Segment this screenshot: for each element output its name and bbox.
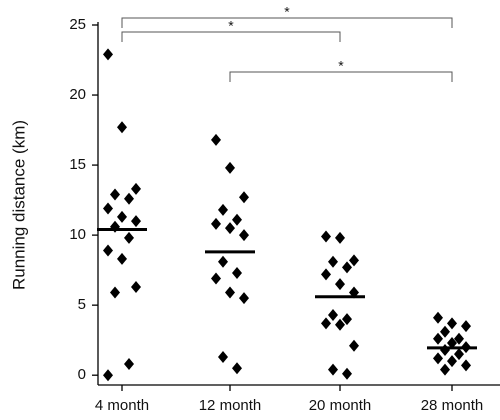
data-point — [239, 229, 249, 242]
data-point — [211, 217, 221, 230]
data-point — [328, 255, 338, 268]
significance-bracket — [121, 31, 341, 42]
y-tick-label: 5 — [78, 296, 86, 313]
y-tick-label: 25 — [69, 16, 86, 33]
data-point — [433, 311, 443, 324]
y-tick-label: 10 — [69, 226, 86, 243]
data-point — [232, 213, 242, 226]
data-point — [124, 231, 134, 244]
data-point — [124, 192, 134, 205]
y-tick-label: 15 — [69, 156, 86, 173]
data-point — [328, 308, 338, 321]
data-point — [335, 278, 345, 291]
significance-bracket — [229, 71, 453, 82]
data-point — [103, 48, 113, 61]
data-point — [103, 244, 113, 257]
data-point — [225, 222, 235, 235]
data-point — [211, 272, 221, 285]
x-tick-label: 4 month — [95, 397, 149, 414]
data-point — [447, 336, 457, 349]
data-point — [454, 332, 464, 345]
data-point — [342, 313, 352, 326]
data-point — [454, 348, 464, 361]
data-point — [461, 359, 471, 372]
data-point — [117, 252, 127, 265]
data-point — [440, 363, 450, 376]
data-point — [342, 261, 352, 274]
data-point — [239, 191, 249, 204]
data-point — [218, 203, 228, 216]
data-point — [131, 215, 141, 228]
significance-label: * — [338, 58, 344, 74]
y-tick-label: 20 — [69, 86, 86, 103]
data-point — [433, 332, 443, 345]
x-tick-label: 12 month — [199, 397, 262, 414]
y-tick-label: 0 — [78, 366, 86, 383]
data-point — [349, 254, 359, 267]
data-point — [225, 286, 235, 299]
data-point — [110, 286, 120, 299]
data-point — [218, 350, 228, 363]
data-point — [103, 202, 113, 215]
data-point — [131, 182, 141, 195]
data-point — [211, 133, 221, 146]
data-point — [225, 161, 235, 174]
x-tick-label: 28 month — [421, 397, 484, 414]
y-axis-label: Running distance (km) — [9, 120, 28, 290]
data-point — [232, 362, 242, 375]
data-point — [124, 357, 134, 370]
data-point — [321, 268, 331, 281]
data-point — [440, 325, 450, 338]
data-point — [342, 367, 352, 380]
data-point — [218, 255, 228, 268]
data-point — [131, 280, 141, 293]
data-point — [328, 363, 338, 376]
data-point — [433, 352, 443, 365]
data-point — [440, 343, 450, 356]
data-point — [103, 369, 113, 382]
data-point — [461, 320, 471, 333]
significance-bracket — [121, 17, 453, 28]
data-point — [335, 231, 345, 244]
data-point — [335, 318, 345, 331]
significance-label: * — [228, 18, 234, 34]
data-point — [232, 266, 242, 279]
data-point — [321, 230, 331, 243]
x-tick-label: 20 month — [309, 397, 372, 414]
data-point — [349, 339, 359, 352]
data-point — [117, 210, 127, 223]
data-point — [447, 355, 457, 368]
data-point — [110, 188, 120, 201]
data-point — [447, 317, 457, 330]
data-point — [117, 121, 127, 134]
data-point — [321, 317, 331, 330]
data-point — [239, 292, 249, 305]
significance-label: * — [284, 4, 290, 20]
